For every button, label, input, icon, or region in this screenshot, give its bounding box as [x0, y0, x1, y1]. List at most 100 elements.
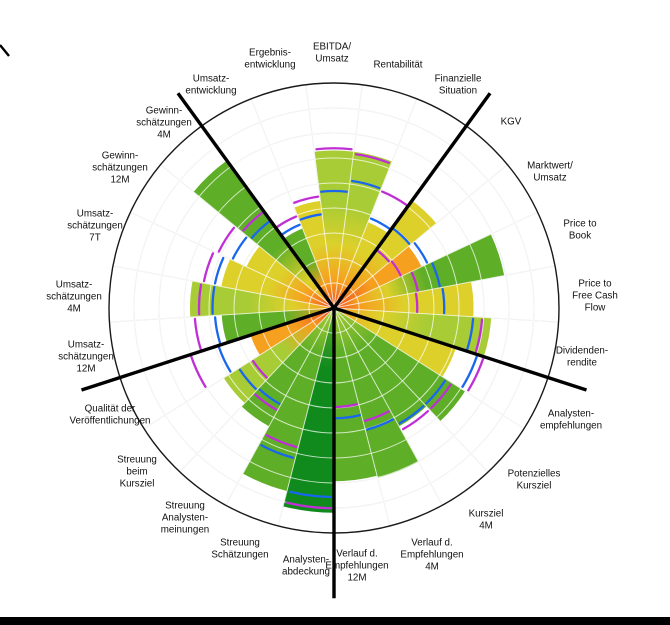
- country-avg-arc: [254, 393, 278, 411]
- grid-spoke-overlay: [333, 307, 489, 473]
- wedge-verlauf-d-empfehlungen-4m[interactable]: [334, 308, 419, 478]
- sector-avg-arc: [334, 414, 361, 420]
- grid-spoke-overlay: [333, 98, 418, 309]
- wedge-streuung-sch-tzungen[interactable]: [242, 308, 334, 492]
- sector-label-umsatz-entwicklung: Umsatz-entwicklung: [185, 74, 236, 97]
- sector-avg-arc: [320, 189, 348, 193]
- sector-label-umsatz-sch-tzungen-7t: Umsatz-schätzungen 7T: [67, 209, 123, 244]
- comparison-arcs: [190, 147, 485, 510]
- sector-label-kgv: KGV: [501, 117, 522, 128]
- sector-avg-arc: [466, 317, 475, 351]
- country-avg-arc: [410, 271, 419, 292]
- sector-avg-arc: [299, 213, 322, 221]
- wedge-marktwert-umsatz[interactable]: [334, 246, 422, 308]
- grid-spoke-overlay: [333, 265, 556, 309]
- grid-spoke-overlay: [109, 307, 335, 323]
- country-avg-arc: [193, 317, 202, 351]
- sector-avg-arc: [461, 355, 478, 388]
- wedge-analysten-empfehlungen[interactable]: [334, 308, 456, 377]
- sector-avg-arc: [260, 444, 295, 459]
- wedge-price-to-free-cash-flow[interactable]: [334, 281, 474, 317]
- country-avg-arc: [381, 190, 408, 207]
- grid-spoke-overlay: [250, 98, 335, 309]
- sector-label-price-to-free-cash-flow: Price to Free Cash Flow: [572, 279, 618, 314]
- grid-spoke-overlay: [225, 307, 335, 506]
- grid-spoke-overlay: [333, 164, 508, 309]
- grid-spoke-overlay: [333, 307, 443, 506]
- wedge-gewinn-sch-tzungen-4m[interactable]: [193, 160, 334, 308]
- chart-frame: [0, 44, 588, 599]
- sector-label-rentabilit-t: Rentabilität: [373, 60, 422, 71]
- country-avg-arc: [401, 410, 430, 431]
- grid-spoke-overlay: [130, 211, 335, 309]
- sector-label-verlauf-d-empfehlungen-12m: Verlauf d. Empfehlungen 12M: [325, 549, 388, 584]
- wedge-umsatz-sch-tzungen-4m[interactable]: [189, 281, 334, 318]
- group-divider: [333, 306, 588, 392]
- sector-label-ebitda-umsatz: EBITDA/Umsatz: [313, 42, 351, 65]
- sector-avg-arc: [350, 179, 381, 190]
- wedge-price-to-book[interactable]: [334, 234, 505, 308]
- wedge-umsatz-sch-tzungen-7t[interactable]: [221, 259, 334, 308]
- sector-label-umsatz-sch-tzungen-12m: Umsatz-schätzungen 12M: [58, 340, 114, 375]
- wedge-qualit-t-der-ver-ffentlichungen[interactable]: [250, 308, 334, 356]
- country-avg-arc: [217, 226, 236, 253]
- sector-label-price-to-book: Price to Book: [563, 219, 597, 242]
- country-avg-arc: [354, 153, 391, 164]
- sector-avg-arc: [431, 262, 441, 288]
- country-avg-arc: [265, 434, 298, 449]
- wedge-streuung-beim-kursziel[interactable]: [223, 308, 334, 404]
- sector-avg-arc: [398, 405, 425, 425]
- legend-dot-magenta-icon: [0, 603, 14, 617]
- country-avg-arc: [474, 318, 484, 353]
- sector-avg-arc: [213, 256, 225, 285]
- grid-spoke-overlay: [277, 307, 335, 527]
- grid-spoke-overlay: [333, 84, 363, 309]
- country-avg-arc: [293, 195, 320, 204]
- sector-label-streuung-beim-kursziel: Streuung beim Kursziel: [117, 455, 157, 490]
- bottom-black-bar: [0, 617, 670, 625]
- wedge-ebitda-umsatz[interactable]: [314, 150, 354, 308]
- country-avg-arc: [363, 410, 390, 423]
- country-avg-arc: [467, 357, 485, 392]
- sector-avg-arc: [258, 388, 281, 405]
- sector-avg-arc: [213, 316, 222, 345]
- sector-label-marktwert-umsatz: Marktwert/Umsatz: [527, 161, 573, 184]
- group-divider: [332, 92, 492, 309]
- country-avg-arc: [202, 252, 215, 283]
- sector-avg-arc: [413, 242, 429, 264]
- country-avg-arc: [275, 215, 298, 229]
- sector-label-ergebnis-entwicklung: Ergebnis-entwicklung: [244, 48, 295, 71]
- sector-label-streuung-analysten-meinungen: Streuung Analysten-meinungen: [161, 501, 209, 536]
- edge-artifact-line: [0, 44, 10, 57]
- sector-label-gewinn-sch-tzungen-12m: Gewinn-schätzungen 12M: [92, 151, 148, 186]
- grid-spoke-overlay: [179, 307, 335, 473]
- country-avg-arc: [197, 283, 203, 316]
- wedge-gewinn-sch-tzungen-12m[interactable]: [246, 246, 334, 308]
- country-avg-arc: [390, 260, 402, 277]
- sector-label-analysten-empfehlungen: Analysten-empfehlungen: [540, 409, 602, 432]
- sector-label-streuung-sch-tzungen: Streuung Schätzungen: [211, 538, 268, 561]
- country-avg-arc: [429, 383, 452, 410]
- wedge-potenzielles-kursziel[interactable]: [334, 308, 466, 422]
- grid-spoke-overlay: [112, 265, 335, 309]
- wedge-ergebnis-entwicklung[interactable]: [294, 200, 334, 308]
- sector-avg-arc: [288, 490, 333, 499]
- sector-label-gewinn-sch-tzungen-4m: Gewinn-schätzungen 4M: [136, 106, 192, 141]
- group-divider: [80, 306, 335, 392]
- sector-avg-arc: [211, 285, 216, 315]
- sector-label-dividendenrendite: Dividenden-rendite: [556, 346, 608, 369]
- wedge-kgv[interactable]: [334, 200, 437, 308]
- grid-spoke-overlay: [333, 211, 538, 309]
- country-avg-arc: [190, 355, 207, 388]
- grid-spoke-overlay: [160, 164, 335, 309]
- sector-label-verlauf-d-empfehlungen-4m: Verlauf d. Empfehlungen 4M: [400, 538, 463, 573]
- group-divider: [176, 92, 336, 309]
- sector-avg-arc: [250, 220, 271, 240]
- country-avg-arc: [242, 211, 264, 232]
- grid-spoke-overlay: [305, 84, 335, 309]
- grid-spoke-overlay: [333, 307, 525, 429]
- sector-avg-arc: [441, 287, 446, 315]
- sector-labels: Umsatz-entwicklung Ergebnis-entwicklung EB…: [46, 42, 618, 584]
